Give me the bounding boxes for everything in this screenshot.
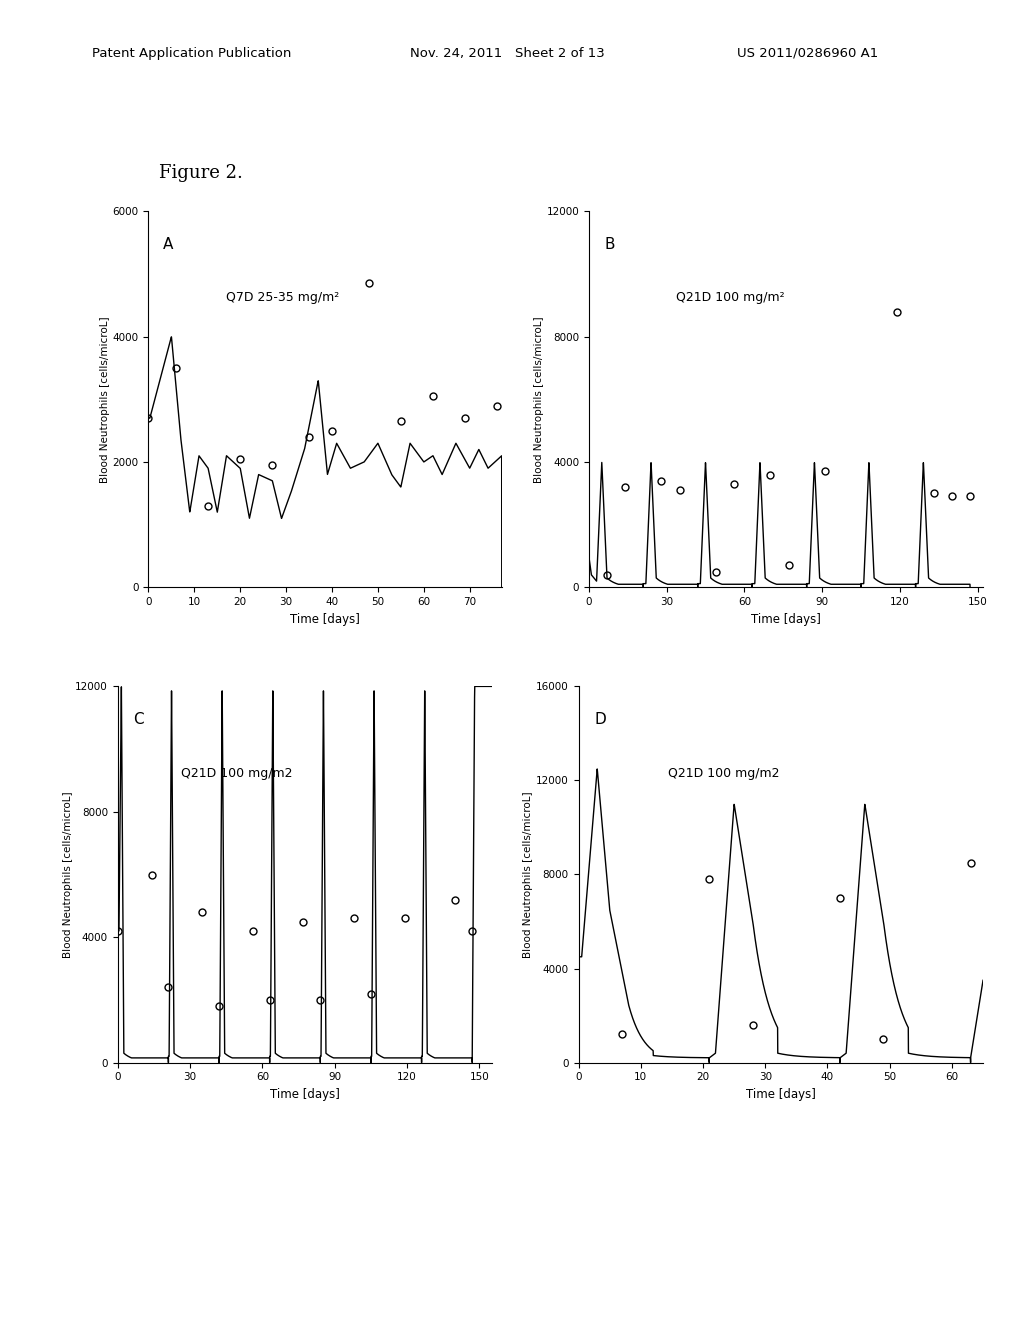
Text: Q21D 100 mg/m2: Q21D 100 mg/m2 xyxy=(668,767,779,780)
X-axis label: Time [days]: Time [days] xyxy=(269,1088,340,1101)
Text: D: D xyxy=(595,711,606,727)
Y-axis label: Blood Neutrophils [cells/microL]: Blood Neutrophils [cells/microL] xyxy=(62,791,73,958)
X-axis label: Time [days]: Time [days] xyxy=(745,1088,816,1101)
Text: US 2011/0286960 A1: US 2011/0286960 A1 xyxy=(737,46,879,59)
Text: Patent Application Publication: Patent Application Publication xyxy=(92,46,292,59)
Text: Q7D 25-35 mg/m²: Q7D 25-35 mg/m² xyxy=(226,292,339,305)
Text: Q21D 100 mg/m²: Q21D 100 mg/m² xyxy=(676,292,784,305)
Text: Figure 2.: Figure 2. xyxy=(159,164,243,182)
Y-axis label: Blood Neutrophils [cells/microL]: Blood Neutrophils [cells/microL] xyxy=(100,315,110,483)
X-axis label: Time [days]: Time [days] xyxy=(290,612,360,626)
Text: Q21D 100 mg/m2: Q21D 100 mg/m2 xyxy=(181,767,293,780)
Y-axis label: Blood Neutrophils [cells/microL]: Blood Neutrophils [cells/microL] xyxy=(523,791,534,958)
X-axis label: Time [days]: Time [days] xyxy=(751,612,821,626)
Y-axis label: Blood Neutrophils [cells/microL]: Blood Neutrophils [cells/microL] xyxy=(534,315,544,483)
Text: A: A xyxy=(163,236,173,252)
Text: Nov. 24, 2011   Sheet 2 of 13: Nov. 24, 2011 Sheet 2 of 13 xyxy=(410,46,604,59)
Text: C: C xyxy=(133,711,143,727)
Text: B: B xyxy=(604,236,615,252)
